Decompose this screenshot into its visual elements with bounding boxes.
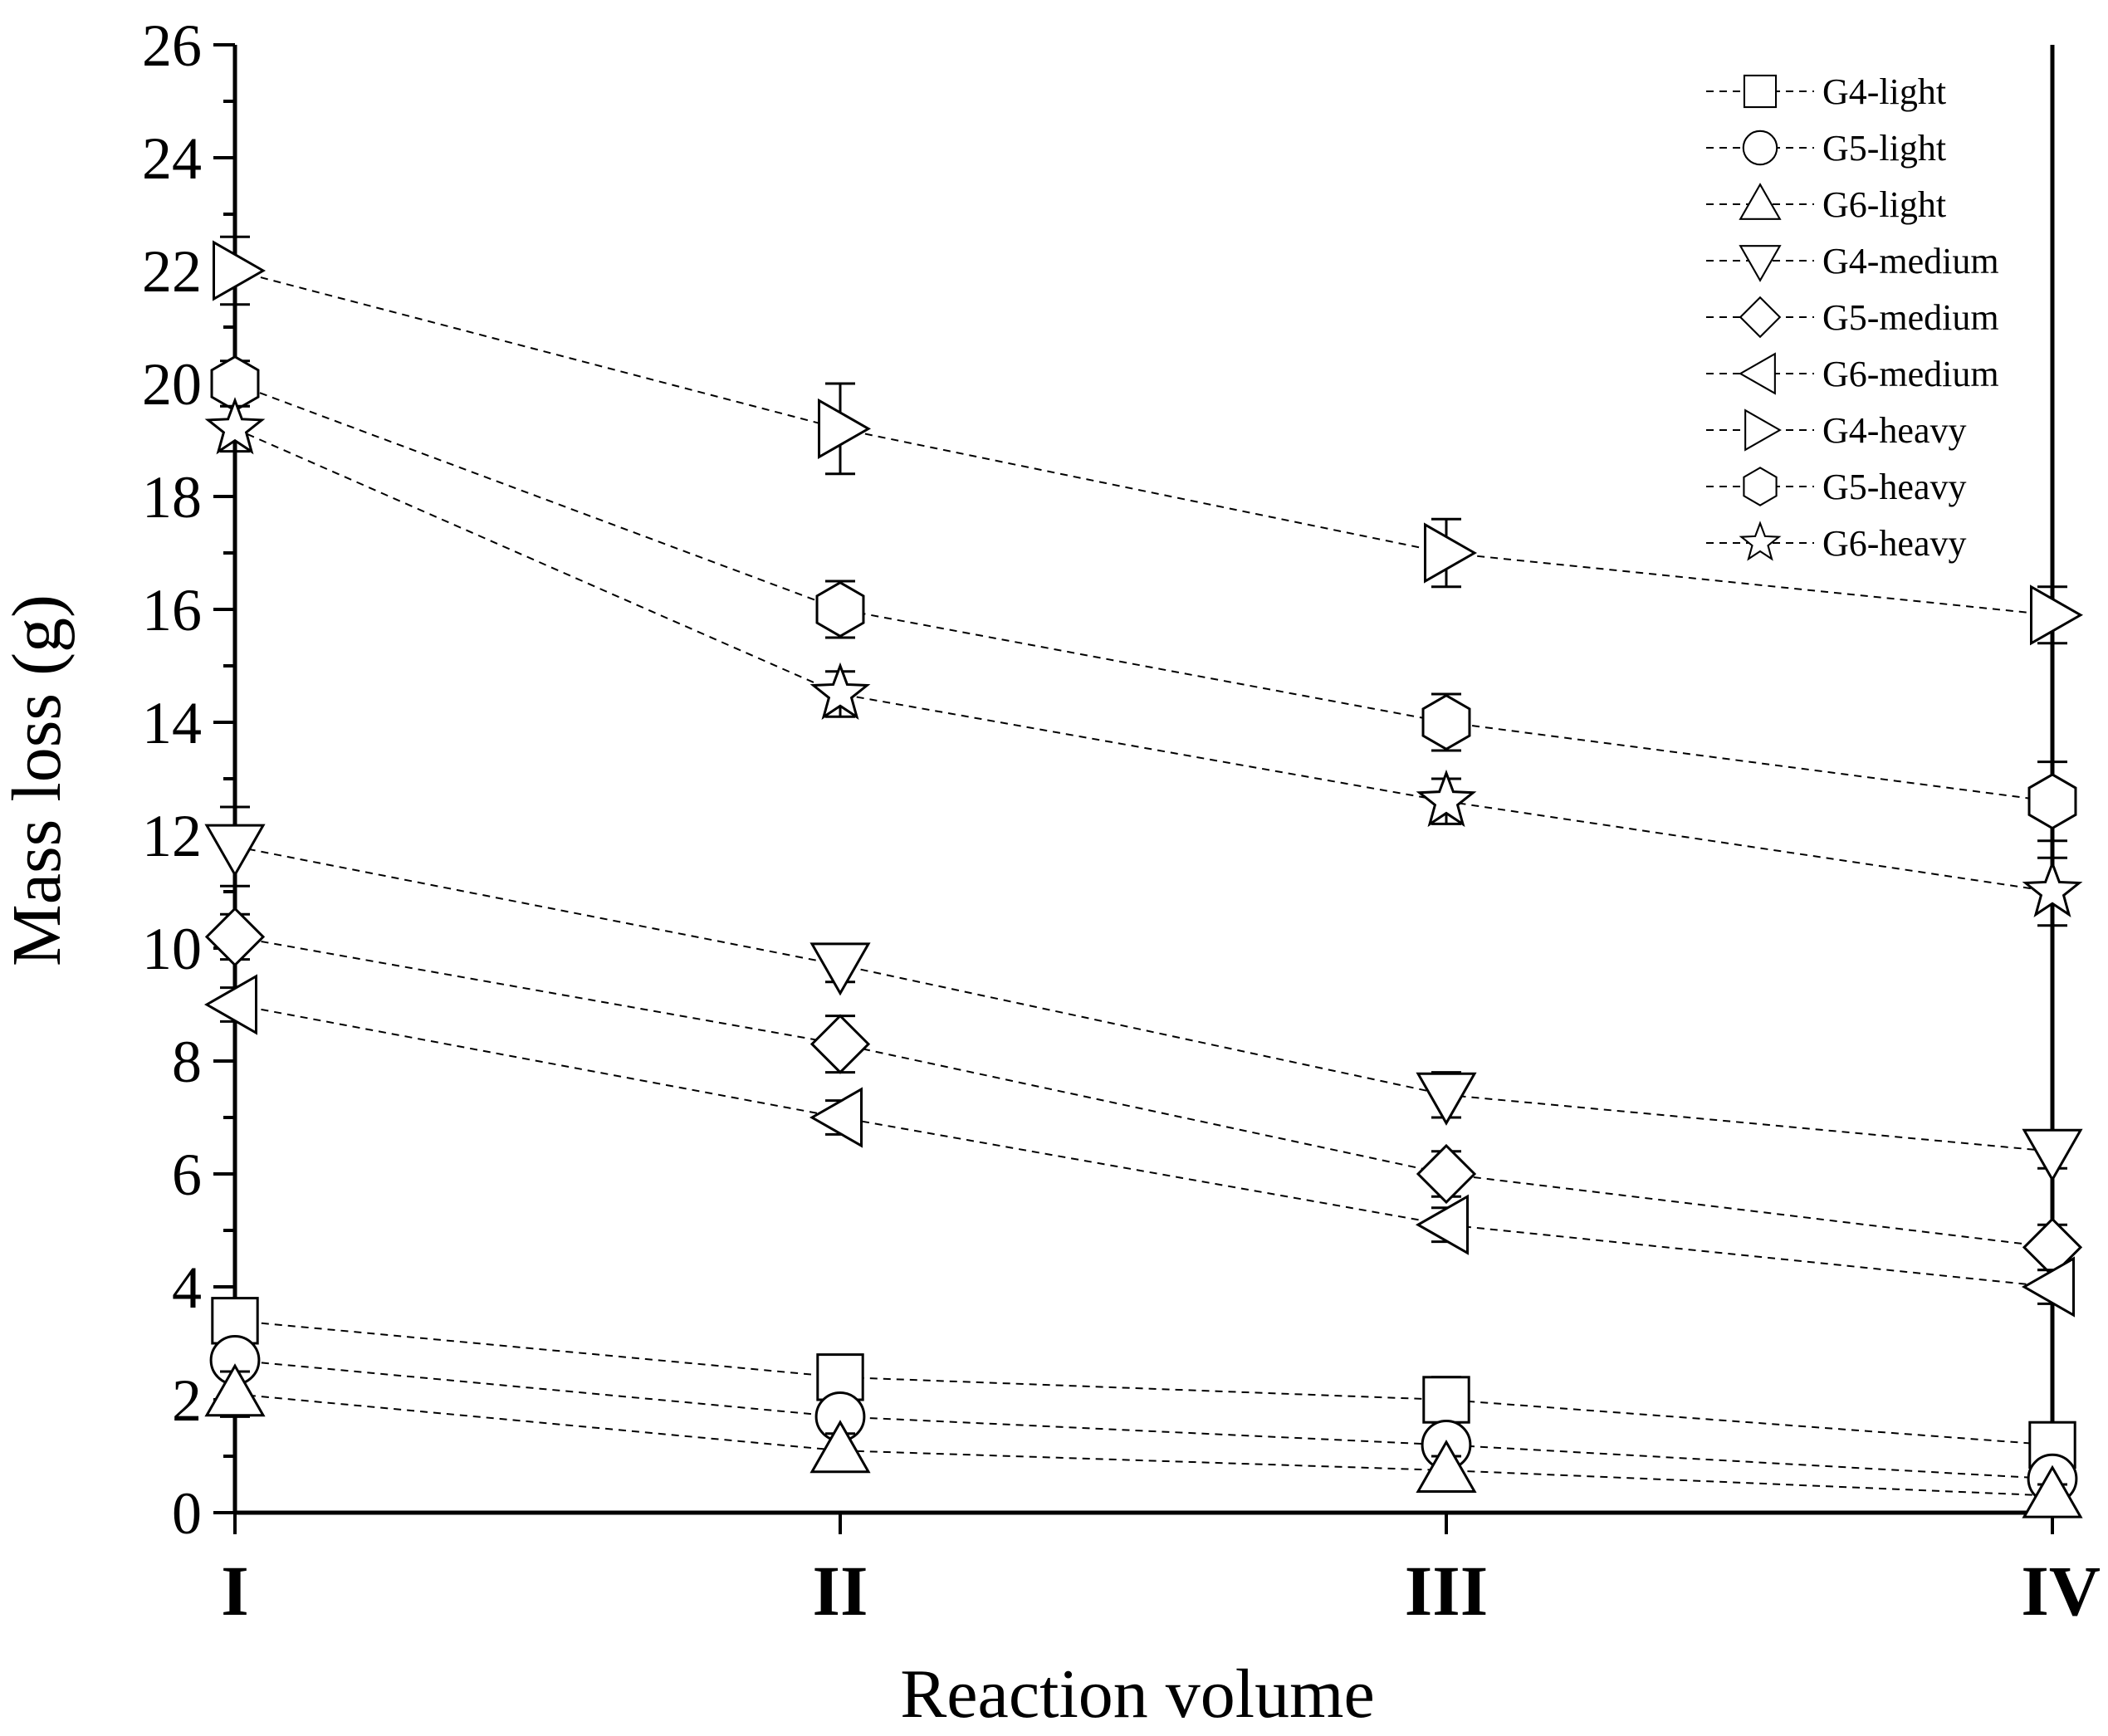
y-tick-label: 26 [142,12,202,79]
data-point-g6-medium [203,974,257,1035]
legend-item-g6-heavy: G6-heavy [1706,521,1967,564]
legend-marker-g5-light [1742,130,1778,166]
legend-label: G5-light [1822,128,1946,169]
x-tick-label: II [813,1551,868,1631]
data-point-g4-medium [809,942,871,996]
series-g5-heavy [210,355,2077,843]
legend-item-g5-heavy: G5-heavy [1706,467,1967,507]
legend-label: G6-medium [1822,354,1999,394]
series-g4-light [211,1297,2076,1469]
series-line-g5-light [234,1359,2053,1480]
series-g6-light [204,1363,2083,1518]
legend-marker-g5-heavy [1743,467,1778,506]
data-point-g5-medium [809,1014,871,1074]
data-point-g6-heavy [2022,859,2083,917]
data-point-g6-medium [1415,1194,1469,1255]
series-g4-heavy [213,235,2084,646]
data-point-g5-heavy [2027,773,2077,830]
legend-marker-g4-light [1743,74,1778,109]
x-tick-label: I [221,1551,248,1631]
series-line-g4-medium [234,845,2053,1152]
y-tick-label: 18 [142,464,202,531]
series-line-g6-heavy [234,428,2053,892]
data-point-g4-heavy [1424,522,1478,584]
legend-marker-g4-heavy [1744,408,1782,452]
legend: G4-light G5-light G6-light G4-medium G5-medi… [1706,71,1999,564]
data-point-g6-light [809,1420,871,1474]
legend-item-g6-medium: G6-medium [1706,352,1999,395]
data-point-g5-medium [1416,1143,1477,1205]
series-g6-heavy [204,397,2083,927]
series-g4-medium [204,805,2083,1182]
data-point-g4-light [1422,1376,1470,1424]
y-tick-label: 0 [172,1480,202,1547]
legend-item-g4-light: G4-light [1706,71,1946,112]
data-point-g6-heavy [1416,769,1477,828]
legend-label: G4-light [1822,71,1946,112]
x-tick-label: III [1405,1551,1488,1631]
y-axis-title: Mass loss (g) [0,594,76,966]
y-tick-label: 22 [142,238,202,305]
y-tick-label: 24 [142,125,202,192]
legend-item-g4-medium: G4-medium [1706,241,1999,282]
series-line-g4-light [234,1319,2053,1446]
legend-marker-g5-medium [1739,296,1782,339]
y-tick-label: 2 [172,1367,202,1434]
series-line-g4-heavy [234,270,2053,616]
y-tick-label: 16 [142,577,202,643]
y-tick-label: 4 [172,1254,202,1321]
series-g5-light [209,1335,2078,1504]
data-point-g6-medium [809,1087,863,1148]
legend-label: G4-medium [1822,241,1999,281]
legend-marker-g6-medium [1739,352,1776,395]
legend-item-g5-medium: G5-medium [1706,296,1999,339]
legend-marker-g6-light [1739,183,1782,220]
data-point-g5-heavy [1421,693,1471,751]
series-line-g5-medium [234,936,2053,1249]
legend-label: G5-medium [1822,297,1999,338]
data-point-g5-medium [204,907,266,967]
data-point-g6-medium [2021,1256,2075,1318]
legend-label: G6-light [1822,184,1946,225]
y-tick-label: 12 [142,803,202,869]
series-group [203,235,2084,1518]
data-point-g6-heavy [809,662,871,720]
legend-marker-g4-medium [1739,245,1782,282]
axes [232,45,2055,1515]
data-point-g4-heavy [818,398,872,459]
y-tick-label: 20 [142,351,202,418]
y-tick-label: 8 [172,1029,202,1095]
data-point-g6-light [2022,1465,2083,1518]
data-point-g6-light [204,1363,266,1417]
series-line-g6-light [234,1393,2053,1497]
data-point-g4-medium [204,824,266,878]
x-tick-label: IV [2021,1551,2101,1631]
legend-marker-g6-heavy [1739,521,1782,561]
legend-item-g6-light: G6-light [1706,183,1946,225]
data-point-g6-light [1416,1439,1477,1493]
data-point-g4-medium [2022,1128,2083,1182]
series-g5-medium [204,907,2083,1278]
data-point-g4-heavy [2030,584,2084,646]
y-tick-label: 14 [142,690,202,756]
legend-label: G6-heavy [1822,523,1967,564]
legend-item-g5-light: G5-light [1706,128,1946,169]
x-axis-ticks: I II III IV [221,1513,2101,1631]
data-point-g6-heavy [204,397,266,455]
legend-label: G5-heavy [1822,467,1967,507]
data-point-g5-heavy [815,580,865,638]
y-tick-label: 6 [172,1142,202,1208]
series-line-g5-heavy [234,383,2053,803]
legend-label: G4-heavy [1822,410,1967,451]
data-point-g4-heavy [213,240,267,301]
x-axis-title: Reaction volume [900,1655,1375,1733]
y-tick-label: 10 [142,916,202,982]
legend-item-g4-heavy: G4-heavy [1706,408,1967,452]
series-g6-medium [203,974,2075,1318]
data-point-g4-medium [1416,1072,1477,1126]
series-line-g6-medium [234,1004,2053,1288]
